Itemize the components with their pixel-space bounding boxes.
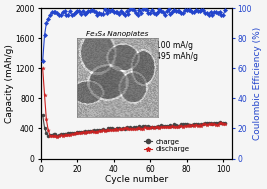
Text: 100 mA/g
495 mAh/g: 100 mA/g 495 mAh/g [156, 41, 198, 61]
charge [127, 127, 130, 129]
discharge [171, 125, 174, 127]
Line: charge: charge [41, 113, 227, 137]
charge [41, 114, 44, 116]
charge [56, 134, 59, 137]
Y-axis label: Capacity (mAh/g): Capacity (mAh/g) [5, 44, 14, 123]
Y-axis label: Coulombic Efficiency (%): Coulombic Efficiency (%) [253, 27, 262, 140]
discharge [54, 135, 57, 137]
charge [89, 130, 92, 132]
charge [46, 135, 50, 137]
X-axis label: Cycle number: Cycle number [105, 175, 168, 184]
discharge [223, 123, 227, 125]
charge [180, 123, 183, 125]
charge [223, 122, 227, 124]
discharge [152, 127, 156, 129]
Line: discharge: discharge [41, 67, 227, 139]
Title: Fe₃S₄ Nanoplates: Fe₃S₄ Nanoplates [86, 31, 149, 37]
charge [152, 126, 156, 128]
discharge [56, 135, 59, 138]
charge [171, 125, 174, 127]
Legend: charge, discharge: charge, discharge [143, 137, 191, 153]
discharge [89, 131, 92, 133]
discharge [41, 67, 44, 70]
discharge [180, 125, 183, 127]
discharge [127, 128, 130, 130]
